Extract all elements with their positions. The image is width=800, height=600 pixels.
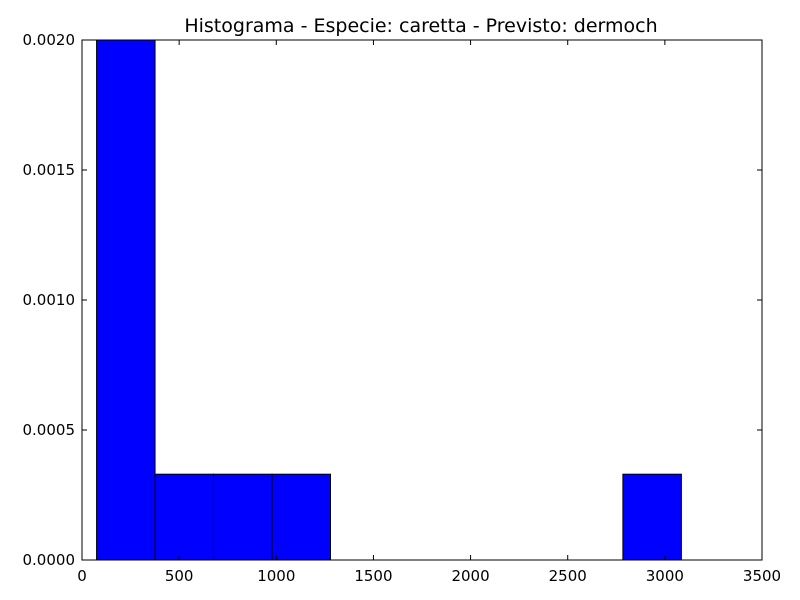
y-tick-label: 0.0020: [23, 31, 76, 49]
plot-frame: [81, 39, 763, 561]
y-tick-label: 0.0015: [23, 161, 76, 179]
ticks-group: 0 500 1000 1500 2000 2500 3000 3500 0.0000 0.0005…: [23, 31, 782, 585]
bars-group: [96, 39, 682, 561]
x-tick-label: 1500: [354, 567, 392, 585]
x-tick-label: 2500: [549, 567, 587, 585]
histogram-bar-9: [622, 473, 682, 561]
x-tick-label: 3500: [743, 567, 781, 585]
y-tick-label: 0.0000: [23, 551, 76, 569]
histogram-bar-2: [213, 473, 273, 561]
y-tick-label: 0.0005: [23, 421, 76, 439]
histogram-bar-1: [154, 473, 215, 561]
x-tick-label: 3000: [646, 567, 684, 585]
x-tick-label: 1000: [257, 567, 295, 585]
histogram-bar-3: [271, 473, 331, 561]
x-tick-label: 0: [77, 567, 87, 585]
y-tick-label: 0.0010: [23, 291, 76, 309]
histogram-bar-0: [96, 39, 156, 561]
x-tick-label: 500: [165, 567, 194, 585]
chart-title: Histograma - Especie: caretta - Previsto…: [184, 15, 657, 37]
x-tick-label: 2000: [451, 567, 489, 585]
